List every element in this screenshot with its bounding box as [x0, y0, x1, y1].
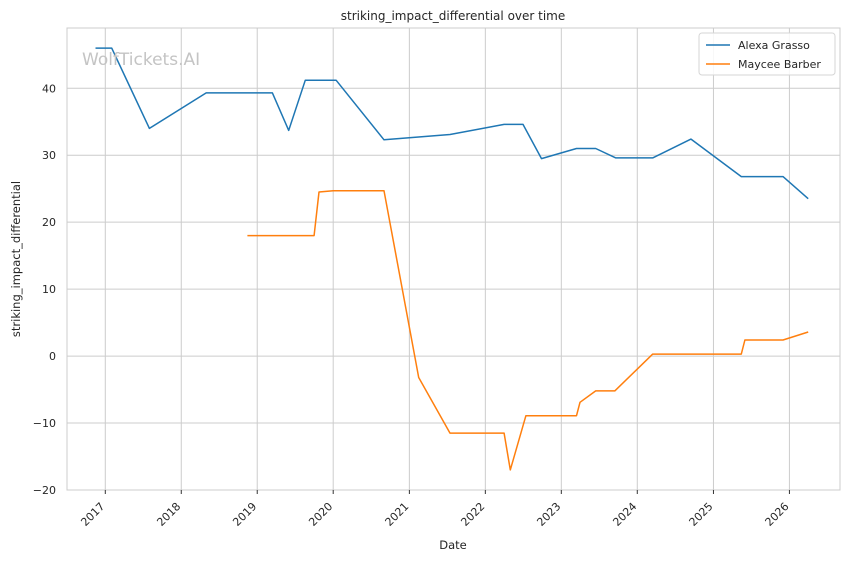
legend: Alexa Grasso Maycee Barber: [698, 32, 836, 76]
plot-area: [66, 27, 841, 491]
legend-label-alexa-grasso: Alexa Grasso: [738, 39, 810, 52]
y-tick-label: −20: [33, 484, 56, 497]
y-tick-label: 40: [42, 82, 56, 95]
series-line-alexa-grasso: [95, 47, 809, 200]
grid-lines: [67, 28, 840, 491]
y-axis-label: striking_impact_differential: [9, 181, 23, 337]
y-tick-label: 10: [42, 283, 56, 296]
series-lines: [95, 47, 809, 471]
series-line-maycee-barber: [247, 189, 809, 471]
y-tick-label: 30: [42, 149, 56, 162]
legend-label-maycee-barber: Maycee Barber: [738, 58, 821, 71]
y-tick-label: −10: [33, 417, 56, 430]
y-tick-label: 0: [49, 350, 56, 363]
y-tick-label: 20: [42, 216, 56, 229]
y-axis-ticks: −20 −10 0 10 20 30 40: [33, 82, 56, 497]
watermark-text: WolfTickets.AI: [82, 50, 200, 70]
x-axis-label: Date: [439, 538, 467, 552]
chart-title: striking_impact_differential over time: [341, 9, 566, 23]
legend-box: [698, 32, 836, 76]
